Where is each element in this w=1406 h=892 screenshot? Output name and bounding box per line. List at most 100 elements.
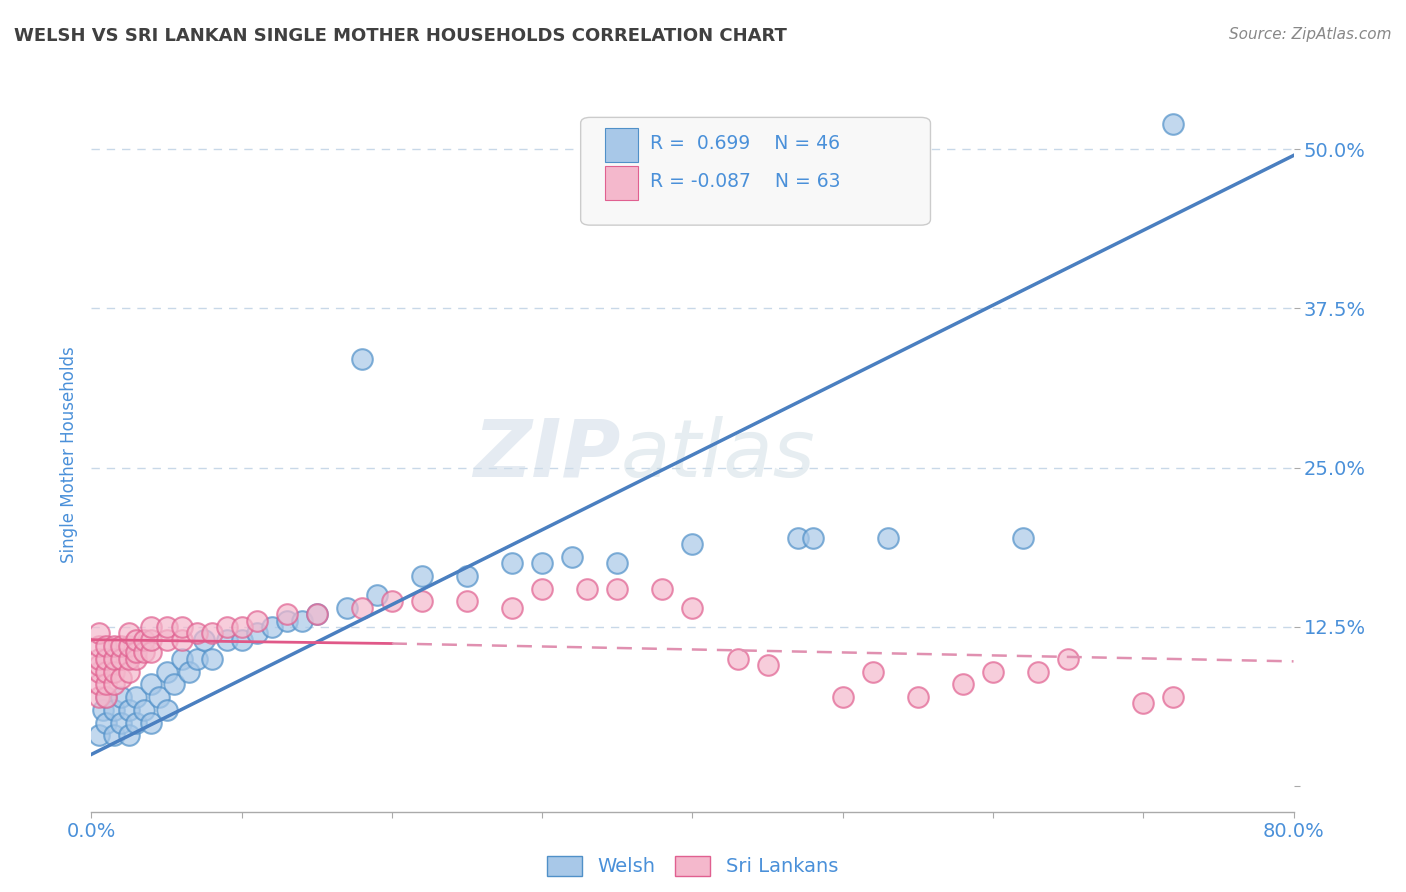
Point <box>576 582 599 596</box>
Point <box>118 639 141 653</box>
Point <box>1057 652 1080 666</box>
Point <box>103 665 125 679</box>
Point <box>876 531 898 545</box>
Point <box>87 639 110 653</box>
Point <box>1026 665 1049 679</box>
Text: WELSH VS SRI LANKAN SINGLE MOTHER HOUSEHOLDS CORRELATION CHART: WELSH VS SRI LANKAN SINGLE MOTHER HOUSEH… <box>14 27 787 45</box>
Point <box>786 531 808 545</box>
Point <box>651 582 673 596</box>
Point <box>1012 531 1035 545</box>
Point <box>1161 117 1184 131</box>
Point <box>501 556 523 570</box>
Point <box>148 690 170 704</box>
Point <box>103 652 125 666</box>
Point <box>96 665 118 679</box>
Point <box>132 632 155 647</box>
Point <box>1132 697 1154 711</box>
Point <box>118 665 141 679</box>
Point <box>103 728 125 742</box>
Point <box>1161 690 1184 704</box>
Point <box>93 703 115 717</box>
Point <box>201 626 224 640</box>
Point <box>110 690 132 704</box>
Point <box>681 537 703 551</box>
Point <box>118 703 141 717</box>
Text: R = -0.087    N = 63: R = -0.087 N = 63 <box>651 172 841 191</box>
Point <box>96 690 118 704</box>
Point <box>170 632 193 647</box>
Point <box>561 549 583 564</box>
Point <box>231 620 253 634</box>
Point <box>381 594 404 608</box>
FancyBboxPatch shape <box>581 118 931 225</box>
Point <box>87 677 110 691</box>
Point <box>952 677 974 691</box>
Legend: Welsh, Sri Lankans: Welsh, Sri Lankans <box>540 848 845 884</box>
Point <box>170 620 193 634</box>
Point <box>756 658 779 673</box>
Point <box>456 594 478 608</box>
Point <box>276 607 298 622</box>
Point <box>727 652 749 666</box>
Point <box>118 626 141 640</box>
Point <box>501 600 523 615</box>
Point <box>87 690 110 704</box>
Point <box>87 728 110 742</box>
Point <box>141 645 163 659</box>
Point <box>141 715 163 730</box>
Point <box>103 677 125 691</box>
Point <box>110 671 132 685</box>
Point <box>456 569 478 583</box>
Point <box>177 665 200 679</box>
Point <box>336 600 359 615</box>
Point <box>801 531 824 545</box>
Point <box>862 665 884 679</box>
Point <box>246 614 269 628</box>
Point <box>831 690 853 704</box>
Text: Source: ZipAtlas.com: Source: ZipAtlas.com <box>1229 27 1392 42</box>
Point <box>201 652 224 666</box>
Point <box>96 690 118 704</box>
Point <box>141 677 163 691</box>
Point <box>186 626 208 640</box>
FancyBboxPatch shape <box>605 128 638 162</box>
Point <box>125 715 148 730</box>
Point <box>87 658 110 673</box>
Point <box>155 703 177 717</box>
Point <box>291 614 314 628</box>
Point <box>531 582 554 596</box>
Point <box>87 665 110 679</box>
Point <box>103 639 125 653</box>
Point <box>110 715 132 730</box>
Point <box>125 652 148 666</box>
Point <box>125 632 148 647</box>
Point <box>186 652 208 666</box>
Text: atlas: atlas <box>620 416 815 494</box>
Point <box>118 652 141 666</box>
Point <box>163 677 186 691</box>
Point <box>305 607 328 622</box>
Point <box>606 582 628 596</box>
Point <box>350 352 373 367</box>
Point <box>246 626 269 640</box>
Point <box>411 569 433 583</box>
Point <box>606 556 628 570</box>
Point <box>87 652 110 666</box>
Point <box>87 626 110 640</box>
Point <box>231 632 253 647</box>
FancyBboxPatch shape <box>605 166 638 200</box>
Point <box>96 652 118 666</box>
Point <box>350 600 373 615</box>
Point <box>366 588 388 602</box>
Point <box>305 607 328 622</box>
Point <box>141 632 163 647</box>
Point <box>411 594 433 608</box>
Point <box>981 665 1004 679</box>
Point <box>215 620 238 634</box>
Text: R =  0.699    N = 46: R = 0.699 N = 46 <box>651 134 841 153</box>
Point <box>260 620 283 634</box>
Point <box>103 703 125 717</box>
Point <box>681 600 703 615</box>
Point <box>110 652 132 666</box>
Point <box>155 665 177 679</box>
